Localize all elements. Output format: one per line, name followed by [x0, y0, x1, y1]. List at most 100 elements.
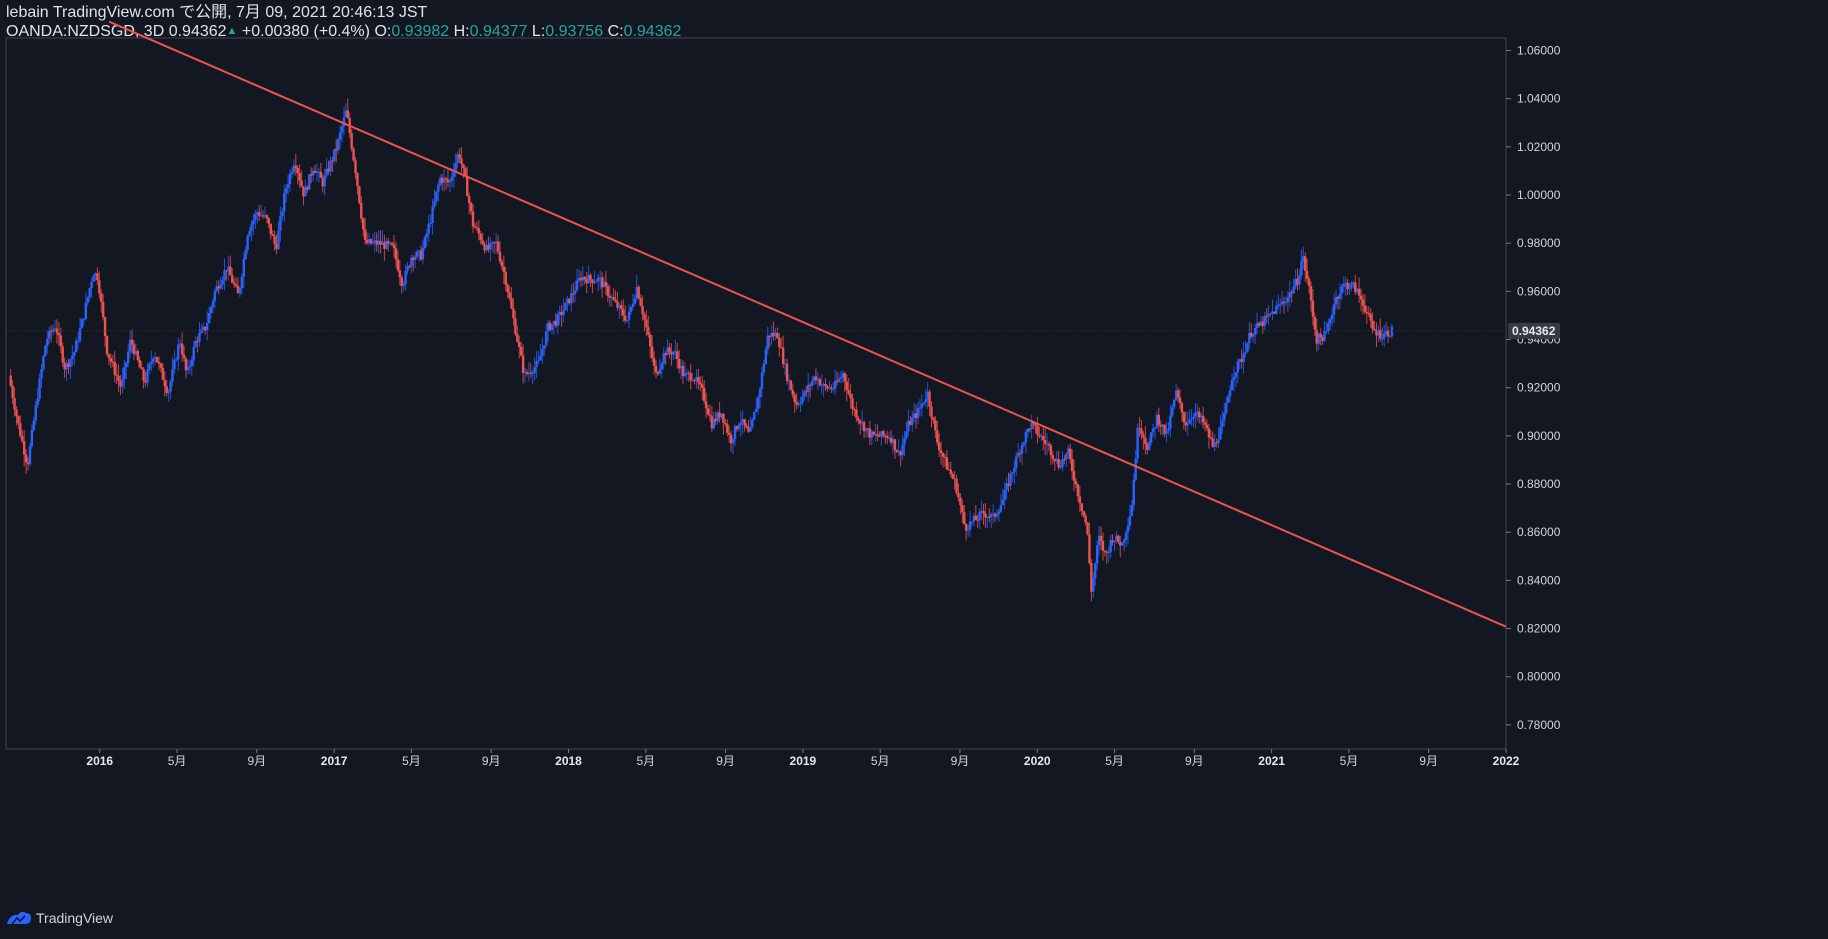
candle-down: [369, 239, 373, 244]
candle-up: [404, 270, 407, 285]
candle-down: [914, 413, 918, 419]
candle-down: [589, 275, 592, 280]
price-tick-label: 0.96000: [1517, 284, 1561, 298]
candle-down: [1119, 541, 1122, 546]
candle-down: [231, 275, 234, 283]
candle-up: [1300, 261, 1303, 276]
candle-up: [223, 270, 226, 280]
candle-up: [597, 277, 600, 282]
candle-down: [113, 362, 116, 375]
price-axis[interactable]: 0.78000 0.80000 0.82000 0.84000 0.86000 0.880…: [6, 44, 1561, 732]
candle-up: [1061, 458, 1064, 467]
candle-up: [173, 359, 176, 370]
candle-up: [1286, 297, 1290, 303]
candle-up: [797, 404, 800, 406]
candle-down: [728, 432, 731, 436]
candle-up: [1246, 343, 1249, 353]
candle-up: [1161, 424, 1164, 427]
candle-up: [1130, 505, 1134, 517]
candle-down: [196, 340, 199, 342]
candle-up: [666, 347, 669, 356]
time-tick-label: 2017: [321, 754, 348, 768]
candle-down: [643, 314, 646, 320]
candle-up: [84, 302, 88, 319]
candle-down: [383, 242, 386, 249]
price-tick-label: 0.84000: [1517, 573, 1561, 587]
candle-down: [988, 516, 991, 518]
candle-up: [595, 281, 598, 283]
time-tick-label: 2019: [790, 754, 817, 768]
candle-up: [205, 323, 209, 331]
candle-down: [637, 286, 640, 299]
candle-up: [762, 363, 766, 373]
candle-down: [706, 408, 710, 415]
candle-up: [323, 175, 326, 187]
trendline-group[interactable]: [108, 20, 1507, 628]
candle-down: [1049, 445, 1053, 456]
candle-up: [290, 172, 294, 174]
candle-down: [514, 318, 517, 335]
candle-up: [92, 276, 95, 282]
candle-up: [452, 172, 455, 177]
candle-down: [785, 363, 789, 381]
candle-up: [1384, 330, 1388, 334]
symbol-label: OANDA:NZDSGD, 3D: [6, 23, 165, 40]
candle-down: [620, 305, 623, 310]
candle-up: [1009, 473, 1012, 486]
candle-up: [672, 351, 675, 355]
candle-up: [429, 222, 432, 225]
candle-down: [1265, 316, 1268, 318]
candle-up: [1390, 326, 1394, 337]
candle-down: [793, 395, 796, 403]
candle-up: [69, 359, 72, 367]
candle-down: [560, 312, 563, 316]
candle-up: [336, 139, 340, 151]
candle-down: [352, 148, 355, 161]
candle-up: [751, 419, 754, 427]
candle-down: [19, 423, 22, 436]
price-tick-label: 0.80000: [1517, 670, 1561, 684]
candle-up: [153, 357, 157, 359]
candle-up: [691, 380, 694, 382]
tradingview-footer[interactable]: TradingView: [6, 910, 113, 926]
candle-up: [86, 297, 89, 303]
candle-up: [716, 412, 719, 422]
candle-up: [344, 110, 348, 118]
candle-up: [1244, 352, 1247, 354]
candle-down: [498, 251, 502, 262]
candle-up: [410, 257, 413, 267]
candle-up: [633, 298, 637, 304]
time-axis[interactable]: 2016 5月 9月 2017 5月 9月 2018 5月 9月 2019 5月 9月 2020 5月 9月…: [86, 749, 1520, 768]
candle-down: [974, 515, 977, 520]
candle-down: [398, 270, 402, 278]
candle-down: [132, 344, 136, 355]
candle-up: [338, 132, 342, 140]
candle-down: [1365, 311, 1369, 313]
candle-up: [169, 381, 172, 392]
candle-up: [1253, 327, 1257, 335]
candle-up: [997, 511, 1001, 515]
candle-down: [932, 417, 935, 421]
candle-up: [1330, 314, 1334, 320]
candle-down: [976, 519, 979, 521]
candle-down: [165, 386, 168, 393]
candle-down: [693, 380, 696, 382]
candle-up: [494, 241, 498, 244]
candle-up: [213, 291, 217, 302]
candle-up: [311, 170, 315, 176]
candle-up: [73, 352, 76, 356]
chart-frame: [5, 37, 1507, 750]
candle-down: [943, 456, 947, 458]
candle-down: [884, 435, 887, 437]
candle-up: [911, 417, 914, 425]
candle-up: [1225, 402, 1228, 413]
candle-down: [1018, 453, 1022, 455]
candle-down: [1367, 312, 1370, 314]
candle-down: [1201, 415, 1205, 423]
candle-down: [668, 347, 671, 352]
time-tick-label: 5月: [1105, 754, 1124, 768]
candle-up: [523, 372, 527, 374]
candle-up: [1323, 331, 1326, 342]
candle-up: [377, 240, 380, 245]
